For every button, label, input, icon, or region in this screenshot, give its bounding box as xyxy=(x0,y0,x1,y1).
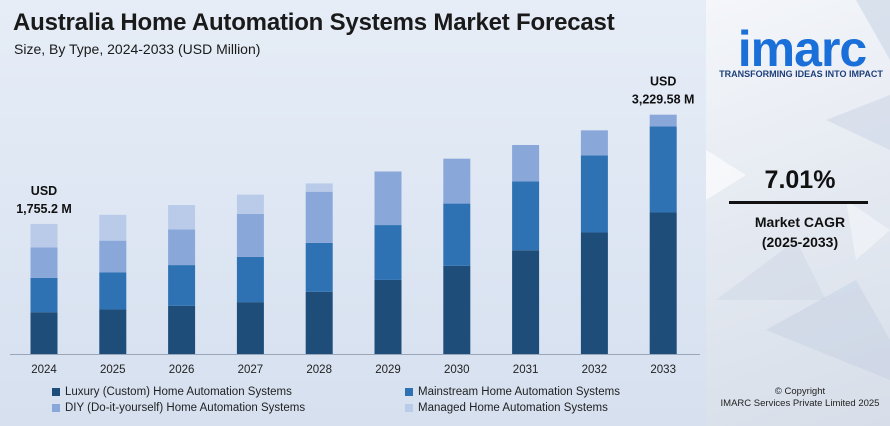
bar-2025-mainstream xyxy=(99,272,127,310)
bar-2026-mainstream xyxy=(168,265,196,306)
legend-label-mainstream: Mainstream Home Automation Systems xyxy=(418,386,620,398)
x-tick-label-2030: 2030 xyxy=(444,364,470,376)
copyright-notice: © Copyright IMARC Services Private Limit… xyxy=(710,386,890,410)
bar-2025-luxury xyxy=(99,309,127,354)
x-tick-label-2031: 2031 xyxy=(513,364,539,376)
logo-tagline: TRANSFORMING IDEAS INTO IMPACT xyxy=(719,69,883,79)
x-tick-label-2026: 2026 xyxy=(169,364,195,376)
bar-2031-luxury xyxy=(512,250,540,354)
legend-item-luxury: Luxury (Custom) Home Automation Systems xyxy=(52,386,292,398)
bar-2024-mainstream xyxy=(30,277,58,313)
copyright-line-1: © Copyright xyxy=(774,386,826,397)
bar-2030-mainstream xyxy=(443,203,471,266)
bar-2029-diy xyxy=(374,171,402,226)
total-label-2024-line1: USD xyxy=(31,184,57,198)
bar-2030-luxury xyxy=(443,265,471,354)
legend-swatch-managed xyxy=(405,404,413,412)
bar-2033-mainstream xyxy=(649,126,677,213)
legend-item-managed: Managed Home Automation Systems xyxy=(405,402,608,414)
bar-2027-diy xyxy=(236,213,264,257)
bar-2028-luxury xyxy=(305,291,333,354)
total-label-2033-line2: 3,229.58 M xyxy=(632,93,695,107)
bar-2032-luxury xyxy=(580,232,608,354)
bar-2030-diy xyxy=(443,158,471,204)
bar-2032-diy xyxy=(580,130,608,156)
sidebar: imarc TRANSFORMING IDEAS INTO IMPACT 7.0… xyxy=(706,0,890,426)
legend-swatch-luxury xyxy=(52,388,60,396)
bar-2033-diy xyxy=(649,114,677,127)
chart-panel: Australia Home Automation Systems Market… xyxy=(0,0,706,426)
bar-2031-diy xyxy=(512,144,540,182)
x-tick-label-2033: 2033 xyxy=(650,364,676,376)
cagr-period: (2025-2033) xyxy=(761,234,839,250)
x-tick-label-2025: 2025 xyxy=(100,364,126,376)
chart-legend: Luxury (Custom) Home Automation Systems … xyxy=(52,386,702,422)
x-tick-label-2032: 2032 xyxy=(582,364,608,376)
legend-item-mainstream: Mainstream Home Automation Systems xyxy=(405,386,620,398)
chart-subtitle: Size, By Type, 2024-2033 (USD Million) xyxy=(14,41,261,57)
bar-2033-luxury xyxy=(649,212,677,354)
bar-2028-managed xyxy=(305,183,333,192)
bar-2031-mainstream xyxy=(512,181,540,251)
cagr-divider xyxy=(729,201,868,204)
bar-2027-mainstream xyxy=(236,256,264,303)
legend-item-diy: DIY (Do-it-yourself) Home Automation Sys… xyxy=(52,402,305,414)
imarc-logo: imarc xyxy=(737,21,867,77)
legend-swatch-diy xyxy=(52,404,60,412)
total-label-2024-line2: 1,755.2 M xyxy=(16,202,72,216)
bar-2032-mainstream xyxy=(580,155,608,233)
bar-2025-managed xyxy=(99,214,127,241)
bar-2026-diy xyxy=(168,229,196,266)
x-tick-label-2028: 2028 xyxy=(306,364,332,376)
cagr-value: 7.01% xyxy=(764,166,836,194)
total-label-2033-line1: USD xyxy=(650,75,676,89)
bar-2025-diy xyxy=(99,240,127,273)
stacked-bar-chart: 2024 2025 2026 2027 2028 2029 2030 2031 2032 2033… xyxy=(10,75,700,376)
bar-2026-luxury xyxy=(168,305,196,354)
legend-label-luxury: Luxury (Custom) Home Automation Systems xyxy=(65,386,292,398)
legend-label-diy: DIY (Do-it-yourself) Home Automation Sys… xyxy=(65,402,306,414)
bar-2027-luxury xyxy=(236,302,264,354)
legend-label-managed: Managed Home Automation Systems xyxy=(418,402,608,414)
bar-2029-mainstream xyxy=(374,225,402,280)
bar-2026-managed xyxy=(168,205,196,230)
bar-2028-mainstream xyxy=(305,242,333,292)
x-tick-label-2027: 2027 xyxy=(238,364,264,376)
background-decoration xyxy=(706,0,890,380)
bar-2029-luxury xyxy=(374,279,402,354)
bar-2024-diy xyxy=(30,247,58,278)
cagr-label: Market CAGR xyxy=(754,214,846,230)
x-tick-label-2029: 2029 xyxy=(375,364,401,376)
bar-2024-luxury xyxy=(30,312,58,354)
x-tick-label-2024: 2024 xyxy=(31,364,57,376)
chart-title: Australia Home Automation Systems Market… xyxy=(13,9,615,36)
legend-swatch-mainstream xyxy=(405,388,413,396)
bar-2028-diy xyxy=(305,191,333,243)
copyright-line-2: IMARC Services Private Limited 2025 xyxy=(720,398,880,409)
cagr-caption: Market CAGR (2025-2033) xyxy=(730,212,870,252)
bar-2024-managed xyxy=(30,223,58,248)
bar-2027-managed xyxy=(236,194,264,214)
